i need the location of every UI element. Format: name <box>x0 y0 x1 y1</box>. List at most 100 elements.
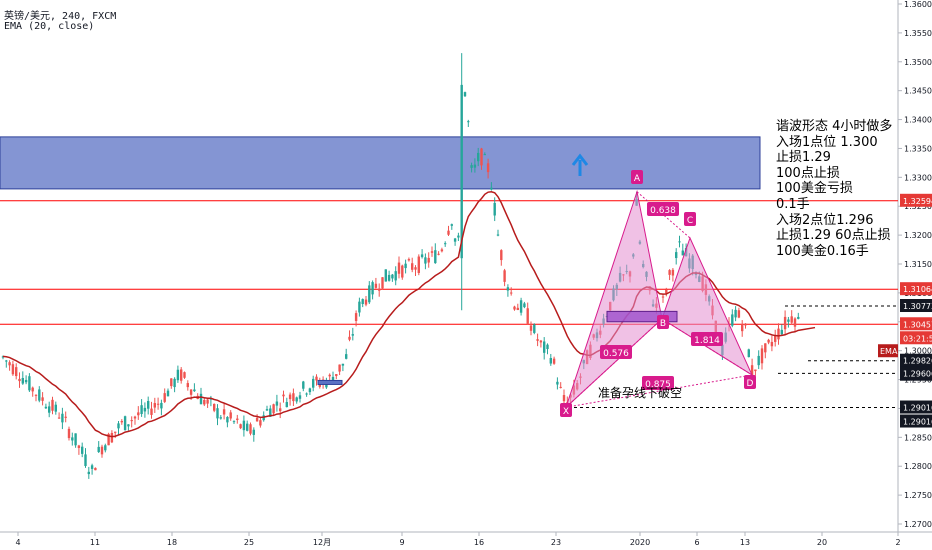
price-label: 1.29826 <box>900 353 932 367</box>
candle <box>150 401 153 419</box>
x-tick-label: 18 <box>167 538 177 547</box>
annotation-line: 止损1.29 60点止损 <box>776 228 891 244</box>
candle <box>282 390 285 403</box>
candle-body <box>8 362 11 366</box>
candle-body <box>166 390 170 397</box>
candle <box>24 375 28 385</box>
candle <box>84 448 87 468</box>
candle <box>407 257 411 262</box>
candle <box>226 416 229 428</box>
candle-body <box>354 313 358 321</box>
candle <box>54 401 57 415</box>
ratio-badge-bg <box>600 345 632 359</box>
candle-body <box>38 389 41 401</box>
candle <box>387 270 391 282</box>
candle <box>206 397 209 408</box>
candle-body <box>387 274 391 281</box>
price-label-text: 1.29826 <box>903 357 932 366</box>
candle-body <box>671 269 675 276</box>
candle <box>371 280 374 300</box>
candle-body <box>496 234 500 236</box>
pattern-point-a: A <box>631 170 643 184</box>
candle <box>767 338 770 345</box>
ratio-badge: 0.576 <box>600 345 632 359</box>
candle <box>137 406 140 420</box>
candle-body <box>219 417 222 419</box>
candle <box>496 229 500 237</box>
candle <box>193 383 196 392</box>
price-label-text: 1.30773 <box>903 302 932 311</box>
candle-body <box>503 270 506 282</box>
candle-body <box>473 164 477 168</box>
candle-body <box>71 437 74 441</box>
candle-body <box>239 424 242 429</box>
y-tick-label: 1.28000 <box>904 462 932 471</box>
annotation-line: 0.1手 <box>776 196 810 212</box>
ema-tag-label: EMA <box>880 347 898 356</box>
candle <box>750 358 754 377</box>
candle-body <box>147 400 150 409</box>
candle-body <box>519 300 523 313</box>
candle <box>308 387 312 395</box>
y-tick-label: 1.33000 <box>904 173 932 182</box>
candle <box>213 403 216 413</box>
y-tick-label: 1.30000 <box>904 347 932 356</box>
y-tick-label: 1.35000 <box>904 58 932 67</box>
candle <box>760 345 764 370</box>
candle-body <box>5 360 8 362</box>
candle-body <box>510 292 513 294</box>
candle <box>450 223 453 230</box>
candle <box>51 396 54 415</box>
candle-body <box>787 319 790 322</box>
candle-body <box>460 84 463 259</box>
candle <box>757 350 760 370</box>
candle-body <box>754 369 757 372</box>
pattern-point-badge <box>657 315 669 329</box>
candle <box>447 225 450 236</box>
candle <box>391 273 394 282</box>
candle-body <box>186 383 189 388</box>
candle-body <box>285 402 288 408</box>
up-arrow-icon <box>571 153 589 176</box>
candle <box>156 397 160 410</box>
candle-body <box>384 269 387 282</box>
annotation-line: 入场1点位 1.300 <box>776 134 878 150</box>
candle-body <box>21 377 24 384</box>
candle <box>252 427 255 442</box>
y-tick-label: 1.32000 <box>904 231 932 240</box>
candle <box>434 243 437 264</box>
candle <box>453 237 457 246</box>
pattern-point-label: C <box>687 216 693 226</box>
candle-body <box>444 243 447 245</box>
candle-body <box>543 341 546 353</box>
candle-body <box>764 343 767 353</box>
candle-body <box>783 316 787 330</box>
candle-body <box>506 287 510 291</box>
candle <box>166 388 170 397</box>
candle-body <box>61 413 64 423</box>
candle-body <box>747 349 750 358</box>
price-label-text: 1.30457 <box>903 320 932 329</box>
candle <box>556 377 559 390</box>
candle-body <box>731 314 734 326</box>
candle-body <box>533 324 536 333</box>
candle-body <box>275 401 279 406</box>
candle <box>173 377 176 393</box>
candle-body <box>450 224 453 226</box>
candle <box>437 251 440 256</box>
price-label: 1.32594 <box>900 193 932 207</box>
candle <box>510 287 513 296</box>
candle-body <box>318 383 321 387</box>
candle-body <box>203 399 206 405</box>
candle <box>335 374 338 380</box>
candle <box>219 415 222 420</box>
pattern-point-badge <box>631 170 643 184</box>
annotation-line: 100美金亏损 <box>776 181 853 197</box>
candle-body <box>282 394 285 397</box>
trade-plan-annotation: 谐波形态 4小时做多 入场1点位 1.300 止损1.29 100点止损 100美金亏损… <box>776 119 892 259</box>
y-tick-label: 1.31500 <box>904 260 932 269</box>
candle <box>467 119 470 127</box>
candle <box>246 420 249 432</box>
candle-body <box>74 433 77 446</box>
